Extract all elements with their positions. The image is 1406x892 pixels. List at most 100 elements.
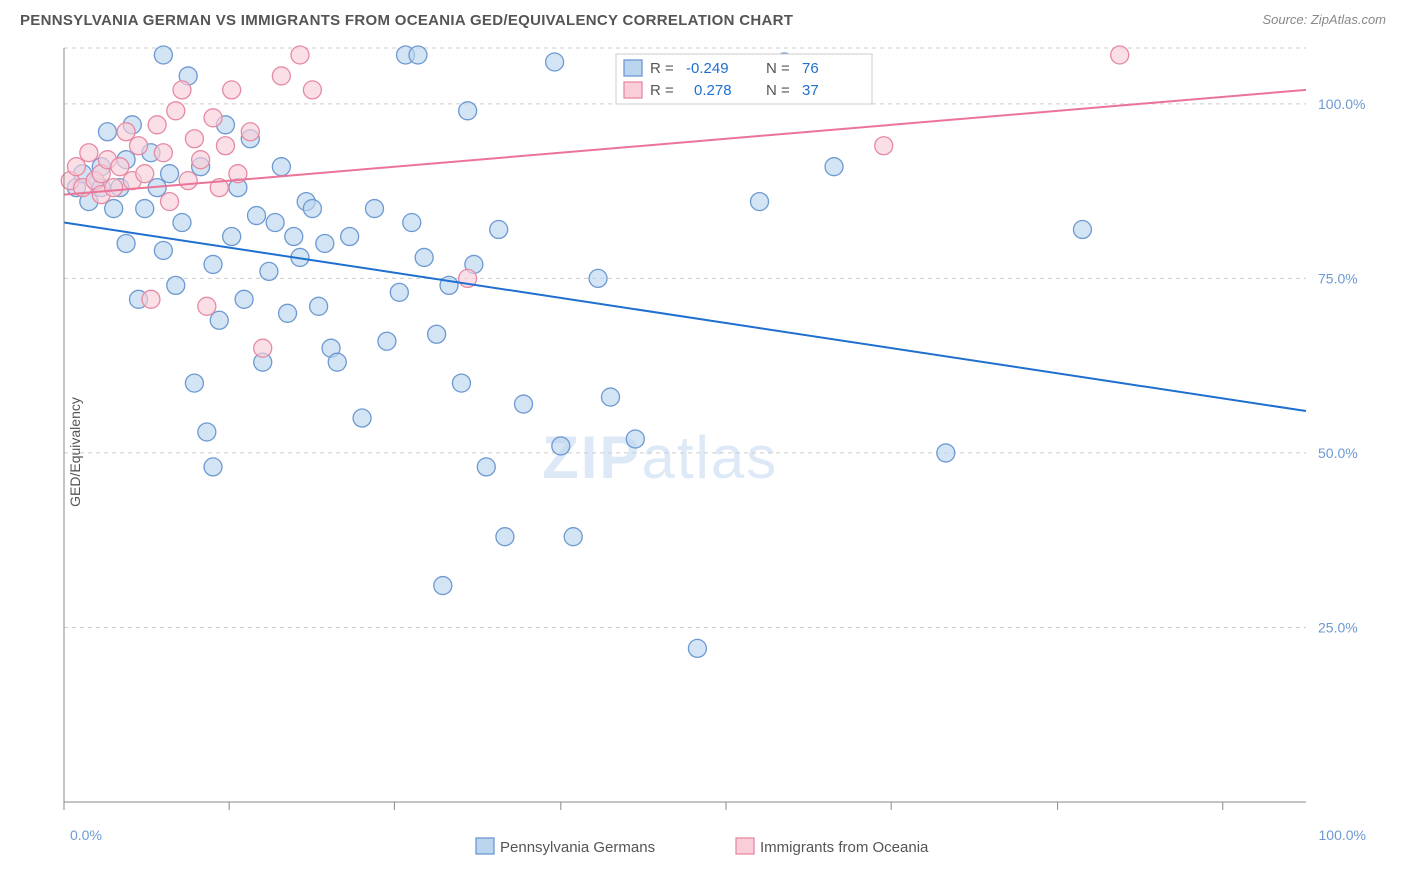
- data-point: [366, 200, 384, 218]
- legend-swatch: [624, 60, 642, 76]
- data-point: [173, 81, 191, 99]
- data-point: [98, 123, 116, 141]
- legend-swatch: [624, 82, 642, 98]
- data-point: [154, 241, 172, 259]
- data-point: [67, 158, 85, 176]
- x-tick-label: 100.0%: [1319, 827, 1366, 843]
- scatter-chart: 25.0% 50.0% 75.0% 100.0% ZIPatlas 0.0% 100.0% R…: [56, 42, 1386, 862]
- x-tick-label: 0.0%: [70, 827, 102, 843]
- data-point: [161, 165, 179, 183]
- data-point: [428, 325, 446, 343]
- data-point: [167, 102, 185, 120]
- data-point: [223, 228, 241, 246]
- data-point: [390, 283, 408, 301]
- data-point: [254, 339, 272, 357]
- legend-series-label: Pennsylvania Germans: [500, 839, 655, 856]
- data-point: [515, 395, 533, 413]
- legend-r-label: R =: [650, 60, 674, 77]
- data-point: [303, 81, 321, 99]
- data-point: [179, 172, 197, 190]
- data-point: [688, 639, 706, 657]
- data-point: [260, 262, 278, 280]
- data-point: [154, 46, 172, 64]
- data-point: [80, 144, 98, 162]
- data-point: [154, 144, 172, 162]
- trend-line: [64, 223, 1306, 412]
- data-point: [937, 444, 955, 462]
- legend-n-label: N =: [766, 60, 790, 77]
- data-point: [328, 353, 346, 371]
- data-point: [241, 123, 259, 141]
- data-point: [210, 311, 228, 329]
- data-point: [204, 255, 222, 273]
- data-point: [316, 234, 334, 252]
- data-point: [204, 109, 222, 127]
- legend-swatch: [736, 838, 754, 854]
- data-point: [105, 200, 123, 218]
- legend-r-value: -0.249: [686, 60, 729, 77]
- data-point: [477, 458, 495, 476]
- data-point: [434, 577, 452, 595]
- data-point: [875, 137, 893, 155]
- data-point: [1073, 221, 1091, 239]
- data-point: [496, 528, 514, 546]
- data-point: [546, 53, 564, 71]
- data-point: [173, 214, 191, 232]
- y-tick-label: 25.0%: [1318, 619, 1358, 635]
- chart-container: GED/Equivalency 25.0%50.0%75.0%100.0%ZIP…: [20, 42, 1386, 862]
- y-tick-label: 75.0%: [1318, 270, 1358, 286]
- data-point: [117, 123, 135, 141]
- data-point: [148, 116, 166, 134]
- data-point: [167, 276, 185, 294]
- data-point: [341, 228, 359, 246]
- data-point: [589, 269, 607, 287]
- data-point: [409, 46, 427, 64]
- data-point: [626, 430, 644, 448]
- data-point: [204, 458, 222, 476]
- data-point: [223, 81, 241, 99]
- source-label: Source: ZipAtlas.com: [1262, 12, 1386, 27]
- y-tick-label: 100.0%: [1318, 96, 1365, 112]
- data-point: [825, 158, 843, 176]
- data-point: [310, 297, 328, 315]
- watermark: ZIPatlas: [542, 424, 778, 491]
- data-point: [601, 388, 619, 406]
- data-point: [303, 200, 321, 218]
- data-point: [185, 374, 203, 392]
- data-point: [185, 130, 203, 148]
- data-point: [378, 332, 396, 350]
- data-point: [459, 102, 477, 120]
- data-point: [235, 290, 253, 308]
- data-point: [142, 290, 160, 308]
- data-point: [248, 207, 266, 225]
- y-tick-label: 50.0%: [1318, 445, 1358, 461]
- legend-series-label: Immigrants from Oceania: [760, 839, 929, 856]
- data-point: [117, 234, 135, 252]
- data-point: [216, 137, 234, 155]
- legend-r-value: 0.278: [694, 82, 732, 99]
- legend-n-label: N =: [766, 82, 790, 99]
- page-title: PENNSYLVANIA GERMAN VS IMMIGRANTS FROM O…: [20, 12, 793, 29]
- data-point: [272, 67, 290, 85]
- data-point: [136, 165, 154, 183]
- data-point: [105, 179, 123, 197]
- data-point: [192, 151, 210, 169]
- data-point: [279, 304, 297, 322]
- legend-r-label: R =: [650, 82, 674, 99]
- data-point: [266, 214, 284, 232]
- data-point: [285, 228, 303, 246]
- data-point: [403, 214, 421, 232]
- data-point: [291, 46, 309, 64]
- data-point: [751, 193, 769, 211]
- data-point: [452, 374, 470, 392]
- data-point: [161, 193, 179, 211]
- data-point: [564, 528, 582, 546]
- legend-n-value: 76: [802, 60, 819, 77]
- data-point: [111, 158, 129, 176]
- legend-swatch: [476, 838, 494, 854]
- data-point: [552, 437, 570, 455]
- data-point: [136, 200, 154, 218]
- data-point: [490, 221, 508, 239]
- data-point: [353, 409, 371, 427]
- data-point: [130, 137, 148, 155]
